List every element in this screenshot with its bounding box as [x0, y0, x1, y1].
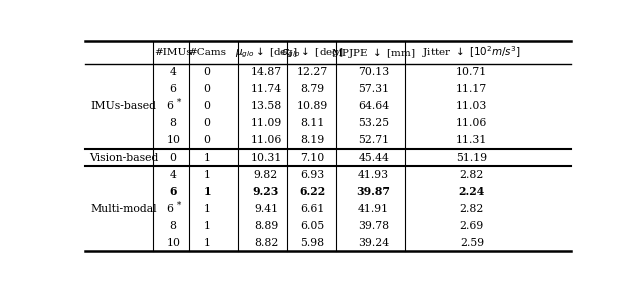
Text: 0: 0	[170, 153, 177, 162]
Text: #IMUs: #IMUs	[154, 48, 192, 57]
Text: 0: 0	[204, 67, 211, 77]
Text: 8.11: 8.11	[300, 118, 324, 128]
Text: 1: 1	[204, 204, 211, 214]
Text: 6: 6	[166, 204, 173, 214]
Text: 6.05: 6.05	[300, 221, 324, 231]
Text: 2.82: 2.82	[460, 170, 484, 180]
Text: 53.25: 53.25	[358, 118, 389, 128]
Text: MPJPE $\downarrow$ [mm]: MPJPE $\downarrow$ [mm]	[332, 46, 416, 59]
Text: 11.31: 11.31	[456, 135, 488, 146]
Text: 11.17: 11.17	[456, 84, 488, 94]
Text: 6: 6	[166, 101, 173, 111]
Text: 13.58: 13.58	[250, 101, 282, 111]
Text: 11.06: 11.06	[250, 135, 282, 146]
Text: 6.61: 6.61	[300, 204, 324, 214]
Text: 7.10: 7.10	[300, 153, 324, 162]
Text: 10: 10	[166, 135, 180, 146]
Text: IMUs-based: IMUs-based	[91, 101, 157, 111]
Text: 0: 0	[204, 101, 211, 111]
Text: 41.91: 41.91	[358, 204, 389, 214]
Text: 6: 6	[170, 84, 177, 94]
Text: 8.82: 8.82	[254, 238, 278, 248]
Text: 41.93: 41.93	[358, 170, 389, 180]
Text: 8: 8	[170, 221, 177, 231]
Text: 10: 10	[166, 238, 180, 248]
Text: 64.64: 64.64	[358, 101, 389, 111]
Text: 9.23: 9.23	[253, 186, 279, 197]
Text: 12.27: 12.27	[296, 67, 328, 77]
Text: 2.59: 2.59	[460, 238, 484, 248]
Text: 10.71: 10.71	[456, 67, 488, 77]
Text: 9.41: 9.41	[254, 204, 278, 214]
Text: 4: 4	[170, 67, 177, 77]
Text: Vision-based: Vision-based	[89, 153, 158, 162]
Text: 11.09: 11.09	[250, 118, 282, 128]
Text: 2.69: 2.69	[460, 221, 484, 231]
Text: 8.79: 8.79	[300, 84, 324, 94]
Text: 11.74: 11.74	[250, 84, 282, 94]
Text: 8: 8	[170, 118, 177, 128]
Text: 9.82: 9.82	[254, 170, 278, 180]
Text: 39.24: 39.24	[358, 238, 389, 248]
Text: 52.71: 52.71	[358, 135, 389, 146]
Text: Jitter $\downarrow$ $[10^2m/s^3]$: Jitter $\downarrow$ $[10^2m/s^3]$	[422, 45, 522, 61]
Text: 39.78: 39.78	[358, 221, 389, 231]
Text: 1: 1	[204, 221, 211, 231]
Text: 14.87: 14.87	[250, 67, 282, 77]
Text: 1: 1	[203, 186, 211, 197]
Text: 1: 1	[204, 153, 211, 162]
Text: 70.13: 70.13	[358, 67, 389, 77]
Text: Multi-modal: Multi-modal	[90, 204, 157, 214]
Text: #Cams: #Cams	[188, 48, 226, 57]
Text: 0: 0	[204, 135, 211, 146]
Text: 2.82: 2.82	[460, 204, 484, 214]
Text: 6.93: 6.93	[300, 170, 324, 180]
Text: 11.03: 11.03	[456, 101, 488, 111]
Text: 10.31: 10.31	[250, 153, 282, 162]
Text: 8.19: 8.19	[300, 135, 324, 146]
Text: $\sigma_{glo}\downarrow$ [deg]: $\sigma_{glo}\downarrow$ [deg]	[281, 46, 344, 60]
Text: 51.19: 51.19	[456, 153, 488, 162]
Text: $\mu_{glo}\downarrow$ [deg]: $\mu_{glo}\downarrow$ [deg]	[235, 46, 298, 60]
Text: 4: 4	[170, 170, 177, 180]
Text: 1: 1	[204, 170, 211, 180]
Text: 57.31: 57.31	[358, 84, 389, 94]
Text: 6: 6	[170, 186, 177, 197]
Text: 0: 0	[204, 84, 211, 94]
Text: 2.24: 2.24	[459, 186, 485, 197]
Text: 11.06: 11.06	[456, 118, 488, 128]
Text: 39.87: 39.87	[356, 186, 390, 197]
Text: *: *	[177, 200, 181, 209]
Text: 1: 1	[204, 238, 211, 248]
Text: 10.89: 10.89	[296, 101, 328, 111]
Text: 45.44: 45.44	[358, 153, 389, 162]
Text: 6.22: 6.22	[299, 186, 325, 197]
Text: 5.98: 5.98	[300, 238, 324, 248]
Text: 0: 0	[204, 118, 211, 128]
Text: *: *	[177, 98, 181, 107]
Text: 8.89: 8.89	[254, 221, 278, 231]
